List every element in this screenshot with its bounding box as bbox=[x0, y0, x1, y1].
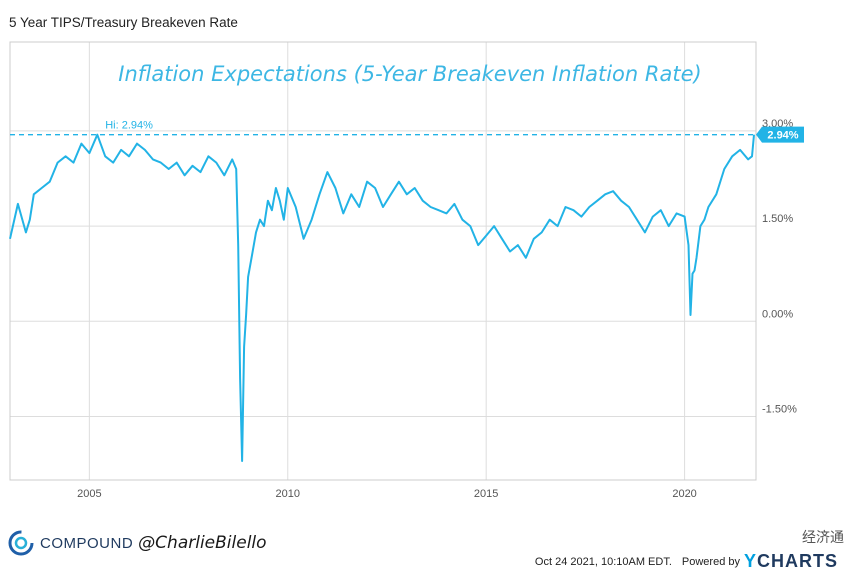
chart-header-title: 5 Year TIPS/Treasury Breakeven Rate bbox=[9, 15, 238, 30]
x-tick-label: 2010 bbox=[276, 488, 300, 500]
x-tick-labels: 2005 2010 2015 2020 bbox=[77, 488, 697, 500]
grid-lines bbox=[10, 42, 756, 480]
powered-by-label: Powered by bbox=[681, 555, 740, 568]
y-tick-labels: 3.00%1.50%0.00%-1.50% bbox=[762, 118, 797, 416]
ycharts-logo[interactable]: YCHARTS bbox=[743, 551, 838, 571]
x-tick-label: 2020 bbox=[672, 488, 696, 500]
last-value-label: 2.94% bbox=[767, 130, 798, 142]
y-tick-label: -1.50% bbox=[762, 404, 797, 416]
watermark-text: 经济通 bbox=[802, 530, 844, 546]
x-tick-label: 2005 bbox=[77, 488, 101, 500]
timestamp: Oct 24 2021, 10:10AM EDT. bbox=[534, 555, 672, 568]
twitter-handle[interactable]: @CharlieBilello bbox=[138, 533, 267, 553]
series-line bbox=[9, 133, 755, 462]
brand-name: COMPOUND bbox=[40, 534, 134, 552]
x-tick-label: 2015 bbox=[474, 488, 498, 500]
last-value-badge: 2.94% bbox=[756, 126, 804, 143]
footer-right: Oct 24 2021, 10:10AM EDT. Powered by YCH… bbox=[535, 551, 838, 572]
compound-logo-icon bbox=[8, 530, 34, 556]
high-label: Hi: 2.94% bbox=[105, 120, 153, 132]
y-tick-label: 0.00% bbox=[762, 308, 793, 320]
plot-frame bbox=[9, 41, 757, 481]
chart-title: Inflation Expectations (5-Year Breakeven… bbox=[118, 62, 701, 86]
footer-brand: COMPOUND @CharlieBilello bbox=[8, 530, 267, 556]
y-tick-label: 1.50% bbox=[762, 213, 793, 225]
